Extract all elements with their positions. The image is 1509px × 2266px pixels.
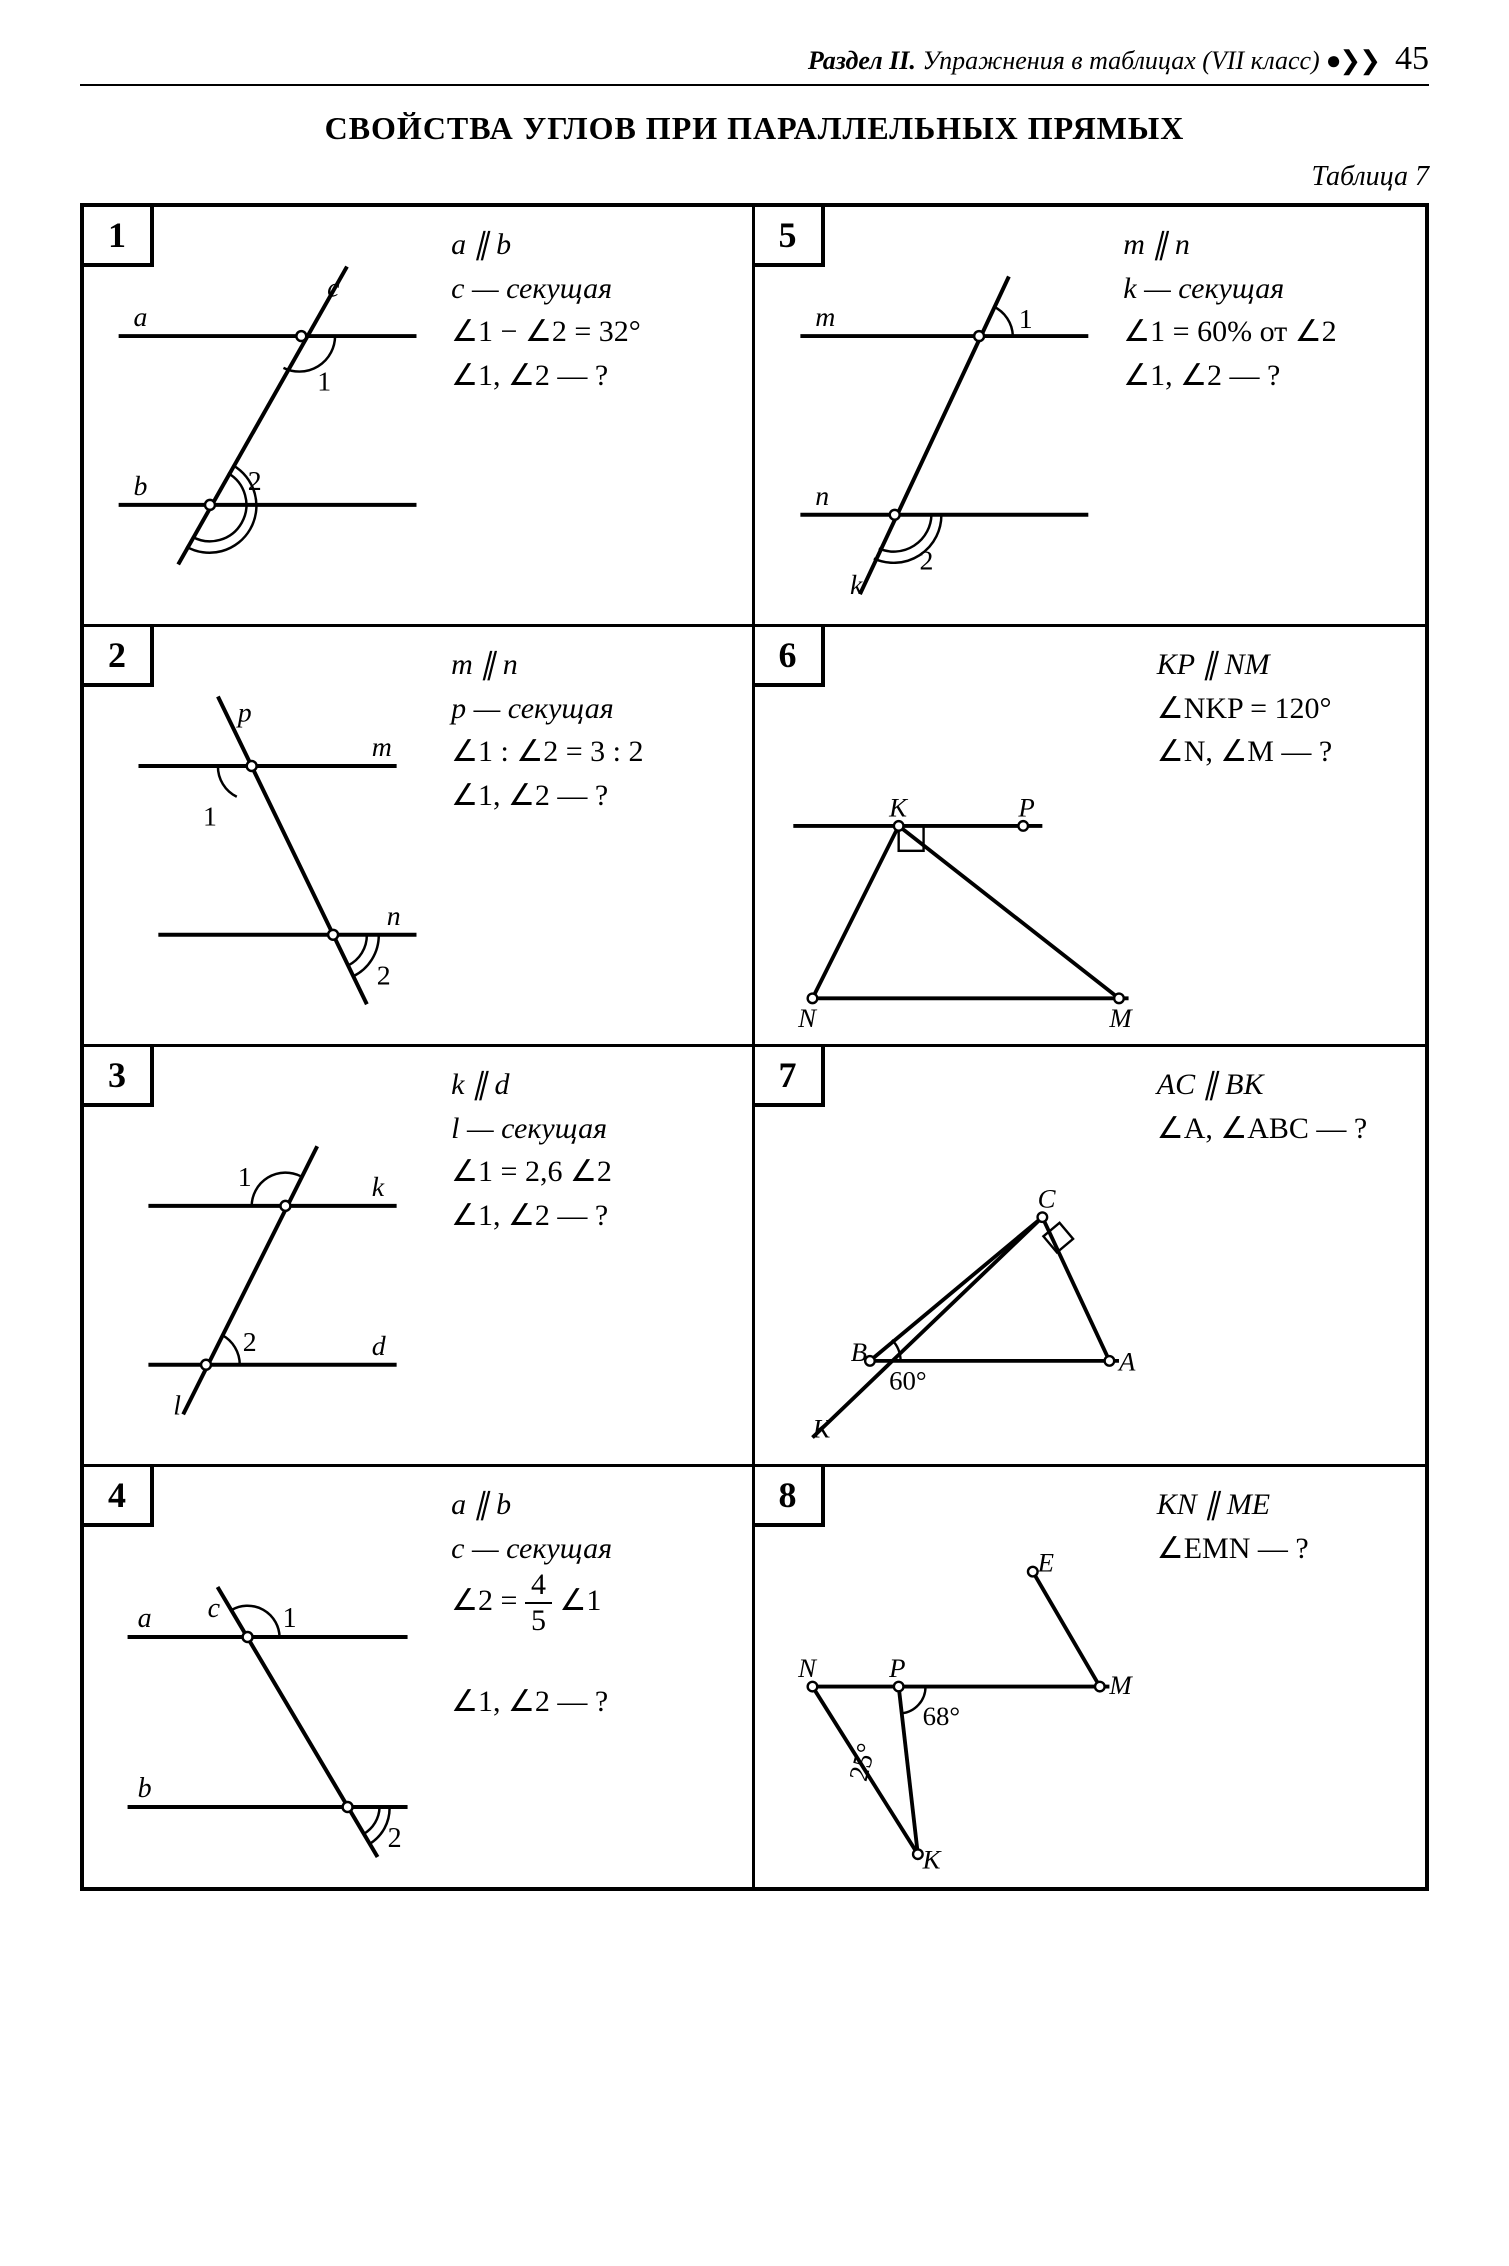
svg-text:n: n (387, 901, 401, 932)
cell-number: 3 (84, 1047, 154, 1107)
svg-text:M: M (1108, 1003, 1133, 1033)
svg-text:K: K (811, 1413, 832, 1443)
exercise-grid: 1 a b c 1 2 (80, 203, 1429, 1891)
problem-text-7: AC ∥ BK ∠A, ∠ABC — ? (1157, 1047, 1425, 1464)
svg-text:K: K (888, 792, 909, 822)
page-title: СВОЙСТВА УГЛОВ ПРИ ПАРАЛЛЕЛЬНЫХ ПРЯМЫХ (80, 110, 1429, 147)
problem-text-2: m ∥ n p — секущая ∠1 : ∠2 = 3 : 2 ∠1, ∠2… (451, 627, 751, 1044)
cell-4: 4 a b c 1 2 (84, 1467, 755, 1887)
cell-8: 8 N P M E K (755, 1467, 1426, 1887)
cell-6: 6 K P N M (755, 627, 1426, 1047)
section-subtitle: Упражнения в таблицах (VII класс) (922, 46, 1319, 76)
cell-number: 8 (755, 1467, 825, 1527)
page-header: Раздел II. Упражнения в таблицах (VII кл… (80, 40, 1429, 86)
svg-text:C: C (1037, 1184, 1056, 1214)
svg-text:1: 1 (203, 802, 217, 833)
figure-6: K P N M (755, 627, 1157, 1044)
cell-number: 7 (755, 1047, 825, 1107)
figure-1: a b c 1 2 (84, 207, 451, 624)
problem-text-8: KN ∥ ME ∠EMN — ? (1157, 1467, 1425, 1887)
cell-1: 1 a b c 1 2 (84, 207, 755, 627)
page-number: 45 (1395, 40, 1429, 78)
svg-text:P: P (888, 1653, 905, 1683)
cell-number: 2 (84, 627, 154, 687)
svg-text:2: 2 (388, 1823, 402, 1854)
svg-text:2: 2 (243, 1327, 257, 1358)
problem-text-5: m ∥ n k — секущая ∠1 = 60% от ∠2 ∠1, ∠2 … (1123, 207, 1425, 624)
cell-3: 3 k d l 1 2 k ∥ d (84, 1047, 755, 1467)
svg-text:A: A (1116, 1346, 1135, 1376)
svg-text:1: 1 (283, 1603, 297, 1634)
svg-text:2: 2 (377, 960, 391, 991)
section-label: Раздел II. (808, 46, 916, 76)
svg-text:b: b (138, 1773, 152, 1804)
cell-number: 6 (755, 627, 825, 687)
svg-text:N: N (797, 1003, 818, 1033)
cell-2: 2 m n p 1 2 (84, 627, 755, 1047)
cell-5: 5 m n k 1 2 (755, 207, 1426, 627)
svg-text:P: P (1017, 792, 1034, 822)
svg-text:B: B (850, 1337, 866, 1367)
figure-8: N P M E K 68° 25° (755, 1467, 1157, 1887)
figure-3: k d l 1 2 (84, 1047, 451, 1464)
table-label: Таблица 7 (80, 161, 1429, 193)
svg-text:p: p (236, 697, 252, 728)
problem-text-4: a ∥ b c — секущая ∠2 = 45 ∠1 ∠1, ∠2 — ? (451, 1467, 751, 1887)
figure-7: B A C K 60° (755, 1047, 1157, 1464)
svg-text:K: K (921, 1845, 942, 1875)
svg-text:c: c (327, 272, 340, 303)
svg-text:a: a (138, 1603, 152, 1634)
cell-7: 7 B A C K 60° (755, 1047, 1426, 1467)
svg-text:60°: 60° (889, 1366, 927, 1396)
svg-text:a: a (134, 302, 148, 333)
figure-2: m n p 1 2 (84, 627, 451, 1044)
svg-text:2: 2 (248, 466, 262, 497)
svg-text:M: M (1108, 1670, 1133, 1700)
svg-text:2: 2 (919, 545, 933, 576)
svg-text:n: n (815, 481, 829, 512)
figure-4: a b c 1 2 (84, 1467, 451, 1887)
problem-text-3: k ∥ d l — секущая ∠1 = 2,6 ∠2 ∠1, ∠2 — ? (451, 1047, 751, 1464)
problem-text-1: a ∥ b c — секущая ∠1 − ∠2 = 32° ∠1, ∠2 —… (451, 207, 751, 624)
svg-text:68°: 68° (922, 1701, 960, 1731)
cell-number: 1 (84, 207, 154, 267)
svg-text:k: k (372, 1172, 385, 1203)
figure-5: m n k 1 2 (755, 207, 1124, 624)
svg-text:d: d (372, 1331, 386, 1362)
svg-text:1: 1 (238, 1162, 252, 1193)
svg-text:m: m (815, 302, 835, 333)
svg-text:1: 1 (1018, 304, 1032, 335)
bullets-icon: ●❯❯ (1326, 46, 1379, 76)
svg-text:k: k (850, 570, 863, 601)
svg-text:l: l (173, 1390, 181, 1421)
problem-text-6: KP ∥ NM ∠NKP = 120° ∠N, ∠M — ? (1157, 627, 1425, 1044)
svg-text:c: c (208, 1593, 221, 1624)
svg-text:m: m (372, 732, 392, 763)
svg-text:b: b (134, 471, 148, 502)
cell-number: 4 (84, 1467, 154, 1527)
cell-number: 5 (755, 207, 825, 267)
svg-text:1: 1 (317, 367, 331, 398)
svg-text:E: E (1036, 1548, 1053, 1578)
svg-text:N: N (797, 1653, 818, 1683)
